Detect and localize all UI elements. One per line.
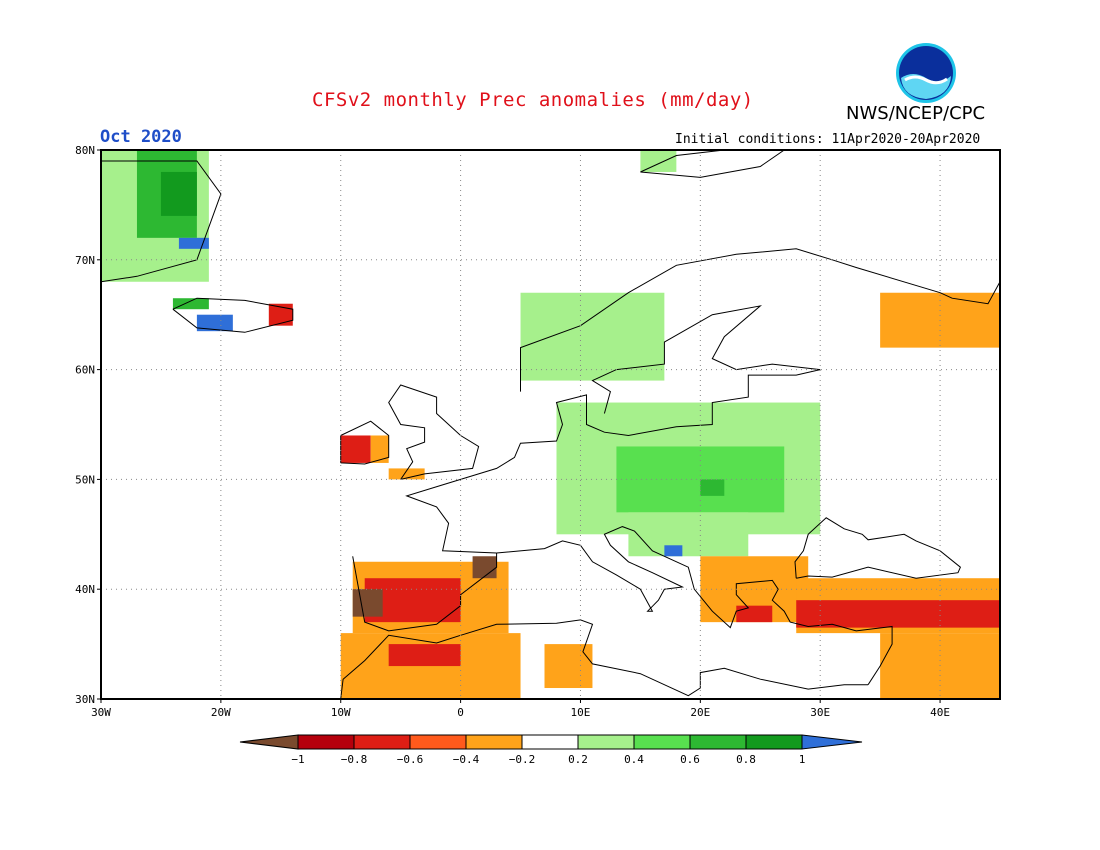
anomaly-region xyxy=(700,479,725,496)
coastline xyxy=(100,160,222,283)
noaa-logo-icon xyxy=(896,43,956,103)
anomaly-region xyxy=(178,237,209,249)
colorbar-label: 1 xyxy=(799,753,806,766)
coastline xyxy=(352,553,498,632)
anomaly-region xyxy=(340,435,371,463)
colorbar-label: −0.6 xyxy=(397,753,424,766)
colorbar-label: 0.6 xyxy=(680,753,700,766)
anomaly-region xyxy=(640,150,677,172)
colorbar-bin xyxy=(577,734,635,750)
coastline xyxy=(340,619,869,700)
anomaly-region xyxy=(472,556,497,579)
lon-tick-label: 20E xyxy=(690,706,710,719)
colorbar-bin xyxy=(465,734,523,750)
lat-tick-label: 80N xyxy=(75,144,95,157)
colorbar-bin xyxy=(689,734,747,750)
anomaly-region xyxy=(880,633,1000,699)
initial-conditions: Initial conditions: 11Apr2020-20Apr2020 xyxy=(675,132,981,147)
anomaly-region xyxy=(370,435,389,463)
coastline xyxy=(496,526,893,685)
lat-tick-label: 30N xyxy=(75,693,95,706)
lon-tick-label: 10E xyxy=(571,706,591,719)
coastline xyxy=(388,384,480,480)
anomaly-region xyxy=(388,644,461,667)
lon-tick-label: 30E xyxy=(810,706,830,719)
lon-tick-label: 10W xyxy=(331,706,351,719)
coastline xyxy=(172,297,294,333)
anomaly-region xyxy=(628,512,749,557)
lon-tick-label: 40E xyxy=(930,706,950,719)
colorbar-bin xyxy=(353,734,411,750)
lon-tick-label: 20W xyxy=(211,706,231,719)
anomaly-region xyxy=(172,298,209,310)
coastline xyxy=(794,517,962,579)
lat-tick-label: 70N xyxy=(75,254,95,267)
colorbar-bin xyxy=(633,734,691,750)
colorbar-label: −0.8 xyxy=(341,753,368,766)
anomaly-region xyxy=(664,545,683,557)
anomaly-region xyxy=(736,605,773,623)
colorbar-label: −1 xyxy=(291,753,304,766)
colorbar-bin xyxy=(297,734,355,750)
colorbar-bin xyxy=(745,734,803,750)
chart-title: CFSv2 monthly Prec anomalies (mm/day) xyxy=(312,89,754,111)
colorbar-bin xyxy=(521,734,579,750)
lon-tick-label: 30W xyxy=(91,706,111,719)
anomaly-region xyxy=(544,644,593,689)
colorbar-arrow-right xyxy=(801,734,863,750)
colorbar-label: 0.8 xyxy=(736,753,756,766)
anomaly-region xyxy=(196,314,233,332)
forecast-month: Oct 2020 xyxy=(100,127,182,147)
map-frame xyxy=(100,149,1001,700)
anomaly-region xyxy=(520,292,665,381)
anomaly-region xyxy=(268,303,293,326)
colorbar-arrow-left xyxy=(239,734,299,750)
colorbar-bin xyxy=(409,734,467,750)
coastline xyxy=(405,369,821,554)
anomaly-region xyxy=(352,589,383,617)
lat-tick-label: 60N xyxy=(75,364,95,377)
lon-tick-label: 0 xyxy=(457,706,464,719)
anomaly-region xyxy=(796,600,1000,628)
lat-tick-label: 40N xyxy=(75,583,95,596)
agency-label: NWS/NCEP/CPC xyxy=(846,103,986,124)
anomaly-region xyxy=(388,468,425,480)
lat-tick-label: 50N xyxy=(75,473,95,486)
anomaly-region xyxy=(160,171,197,216)
colorbar-label: −0.4 xyxy=(453,753,480,766)
colorbar-label: 0.4 xyxy=(624,753,644,766)
colorbar-label: −0.2 xyxy=(509,753,536,766)
colorbar-label: 0.2 xyxy=(568,753,588,766)
